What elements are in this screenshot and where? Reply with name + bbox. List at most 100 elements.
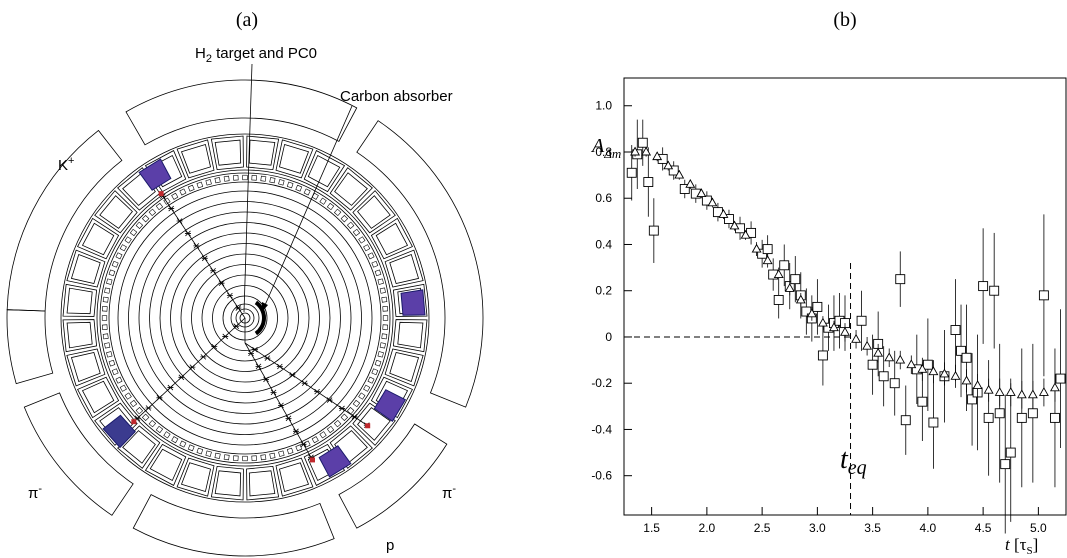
triangle-marker xyxy=(873,347,884,357)
triangle-marker xyxy=(1005,387,1016,396)
hit-marker xyxy=(167,384,174,391)
module-inner xyxy=(278,462,310,493)
pion-left-label: π- xyxy=(28,483,42,502)
module xyxy=(329,425,373,469)
ring xyxy=(108,181,382,455)
outer-sector xyxy=(125,79,358,146)
cell xyxy=(102,333,109,340)
triangle-marker xyxy=(862,340,873,350)
triangle-marker xyxy=(828,322,839,332)
label-part: π xyxy=(442,485,452,502)
square-marker xyxy=(626,167,637,178)
square-marker xyxy=(1055,373,1066,384)
hit-marker xyxy=(255,363,262,370)
module xyxy=(210,465,244,501)
square-marker xyxy=(856,315,867,326)
cell xyxy=(141,214,150,223)
module-inner xyxy=(334,172,368,206)
module xyxy=(275,139,314,179)
track-end xyxy=(131,419,137,425)
triangle-marker xyxy=(851,333,862,343)
cell xyxy=(205,450,212,457)
cell xyxy=(196,181,204,189)
x-tick-label: 4.5 xyxy=(975,521,992,535)
cell xyxy=(233,175,239,181)
square-marker xyxy=(928,417,939,428)
hit-block xyxy=(102,414,136,449)
module xyxy=(66,249,106,288)
cell xyxy=(381,333,388,340)
cell xyxy=(352,228,361,237)
ring xyxy=(60,133,430,503)
triangle-marker xyxy=(983,384,994,394)
triangle-marker xyxy=(1049,382,1060,392)
triangle-marker xyxy=(707,197,718,207)
cell xyxy=(251,175,257,181)
cell xyxy=(379,342,386,349)
triangle-marker xyxy=(630,146,641,156)
triangle-marker xyxy=(895,354,906,364)
cell xyxy=(367,376,375,384)
absorber-label: Carbon absorber xyxy=(340,88,453,105)
module-inner xyxy=(357,195,391,229)
triangle-marker xyxy=(751,243,762,253)
cell xyxy=(326,425,335,434)
absorber xyxy=(254,300,266,336)
cell xyxy=(260,454,267,461)
cell xyxy=(214,452,221,459)
square-marker xyxy=(779,260,790,271)
cell xyxy=(303,440,311,448)
cell xyxy=(286,447,294,455)
cell xyxy=(379,287,386,294)
triangle-marker xyxy=(795,294,806,304)
square-marker xyxy=(643,177,654,187)
cell xyxy=(129,399,138,408)
chamber xyxy=(159,232,331,404)
outer-sector xyxy=(338,423,448,529)
hit-marker xyxy=(178,374,185,381)
module xyxy=(66,348,106,387)
detector-diagram xyxy=(6,63,484,557)
hit-marker xyxy=(145,405,152,411)
module xyxy=(176,139,215,179)
module xyxy=(117,167,161,211)
ring xyxy=(96,169,394,467)
cell xyxy=(363,244,371,252)
target-label: H2 target and PC0 xyxy=(195,45,317,65)
label-part: t xyxy=(1005,535,1011,554)
cell xyxy=(119,244,127,252)
x-tick-label: 2.5 xyxy=(754,521,771,535)
y-tick-label: 0.6 xyxy=(595,191,612,205)
y-tick-label: 0.4 xyxy=(595,237,612,251)
cell xyxy=(187,184,195,192)
hit-marker xyxy=(156,395,163,401)
hit-marker xyxy=(300,441,307,448)
hit-marker xyxy=(270,389,277,396)
x-tick-label: 2.0 xyxy=(699,521,716,535)
cell xyxy=(371,260,379,268)
label-part: H xyxy=(195,45,206,62)
cell xyxy=(319,431,327,439)
x-tick-label: 3.5 xyxy=(864,521,881,535)
module xyxy=(275,457,314,497)
cell xyxy=(155,202,164,211)
hit-marker xyxy=(248,350,254,357)
cell xyxy=(179,188,187,196)
outer-sector xyxy=(132,494,335,557)
hit-marker xyxy=(301,380,308,387)
hit-marker xyxy=(276,363,283,370)
label-sub: S xyxy=(1026,545,1032,557)
y-tick-label: 1.0 xyxy=(595,99,612,113)
triangle-marker xyxy=(817,317,828,327)
cell xyxy=(233,455,239,461)
track-end xyxy=(310,457,315,463)
triangle-marker xyxy=(641,146,652,156)
cell xyxy=(326,202,335,211)
cell xyxy=(102,324,108,330)
hit-marker xyxy=(211,343,218,350)
pointer xyxy=(261,105,353,313)
module-inner xyxy=(307,154,341,188)
chamber xyxy=(170,243,320,393)
module-inner xyxy=(81,222,115,256)
module xyxy=(77,217,120,260)
